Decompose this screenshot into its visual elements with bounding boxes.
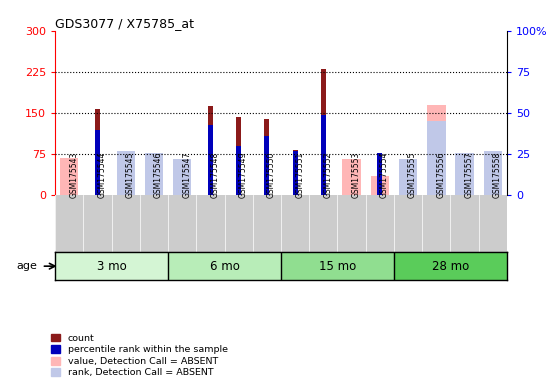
Bar xyxy=(399,159,417,195)
Bar xyxy=(321,69,326,195)
Text: GSM175556: GSM175556 xyxy=(436,152,445,198)
Bar xyxy=(377,152,382,195)
Text: GSM175544: GSM175544 xyxy=(98,152,106,198)
Bar xyxy=(168,252,281,280)
Bar xyxy=(293,151,298,195)
Bar xyxy=(342,159,361,195)
Bar xyxy=(293,151,298,195)
Text: GSM175554: GSM175554 xyxy=(380,152,389,198)
Bar xyxy=(264,136,269,195)
Text: GSM175547: GSM175547 xyxy=(182,152,191,198)
Bar xyxy=(145,176,163,195)
Bar xyxy=(264,119,269,195)
Bar xyxy=(484,151,502,195)
Text: 3 mo: 3 mo xyxy=(97,260,126,273)
Bar xyxy=(60,158,78,195)
Bar xyxy=(95,129,100,195)
Text: 28 mo: 28 mo xyxy=(432,260,469,273)
Bar xyxy=(281,252,394,280)
Text: GSM175555: GSM175555 xyxy=(408,152,417,198)
Bar xyxy=(394,252,507,280)
Bar xyxy=(208,124,213,195)
Text: GSM175545: GSM175545 xyxy=(126,152,134,198)
Bar xyxy=(455,152,474,195)
Bar xyxy=(427,105,446,195)
Text: 6 mo: 6 mo xyxy=(209,260,240,273)
Bar xyxy=(55,252,168,280)
Text: 15 mo: 15 mo xyxy=(319,260,356,273)
Text: GSM175549: GSM175549 xyxy=(239,152,247,198)
Text: age: age xyxy=(16,261,37,271)
Text: GDS3077 / X75785_at: GDS3077 / X75785_at xyxy=(55,17,194,30)
Bar xyxy=(116,151,135,195)
Legend: count, percentile rank within the sample, value, Detection Call = ABSENT, rank, : count, percentile rank within the sample… xyxy=(49,332,230,379)
Bar xyxy=(173,178,191,195)
Text: GSM175546: GSM175546 xyxy=(154,152,163,198)
Text: GSM175551: GSM175551 xyxy=(295,152,304,198)
Bar xyxy=(427,121,446,195)
Bar xyxy=(173,159,191,195)
Bar xyxy=(116,152,135,195)
Bar xyxy=(208,106,213,195)
Text: GSM175557: GSM175557 xyxy=(464,152,473,198)
Text: GSM175548: GSM175548 xyxy=(210,152,219,198)
Text: GSM175552: GSM175552 xyxy=(323,152,332,198)
Text: GSM175553: GSM175553 xyxy=(352,152,360,198)
Text: GSM175543: GSM175543 xyxy=(69,152,78,198)
Text: GSM175550: GSM175550 xyxy=(267,152,276,198)
Bar xyxy=(377,152,382,195)
Bar xyxy=(236,117,241,195)
Bar xyxy=(95,109,100,195)
Bar xyxy=(236,146,241,195)
Bar xyxy=(145,152,163,195)
Bar xyxy=(321,115,326,195)
Text: GSM175558: GSM175558 xyxy=(493,152,502,198)
Bar xyxy=(399,159,417,195)
Bar xyxy=(371,176,389,195)
